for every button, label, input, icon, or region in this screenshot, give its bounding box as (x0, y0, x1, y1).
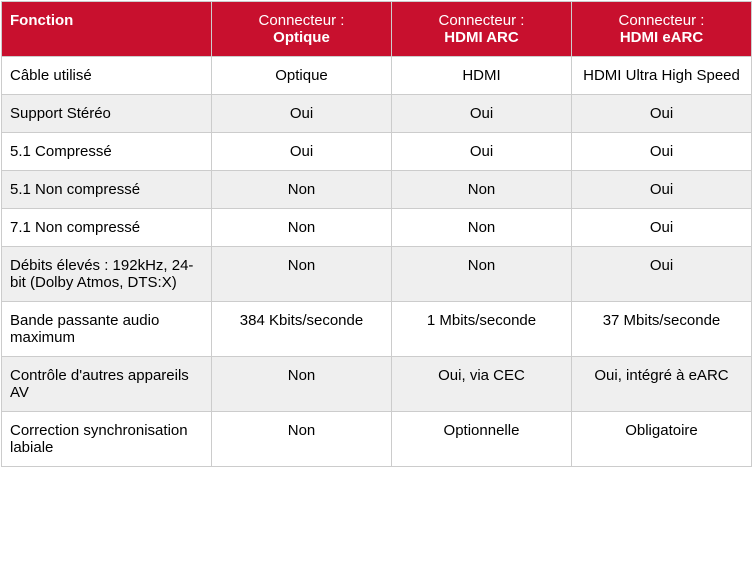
cell-value: Obligatoire (572, 412, 752, 467)
header-prefix: Connecteur : (400, 12, 563, 29)
cell-value: Optionnelle (392, 412, 572, 467)
cell-value: Oui (572, 247, 752, 302)
cell-value: Oui, intégré à eARC (572, 357, 752, 412)
cell-value: HDMI (392, 57, 572, 95)
cell-fonction: Débits élevés : 192kHz, 24-bit (Dolby At… (2, 247, 212, 302)
cell-value: Non (212, 209, 392, 247)
cell-value: Oui, via CEC (392, 357, 572, 412)
cell-fonction: Contrôle d'autres appareils AV (2, 357, 212, 412)
cell-fonction: 5.1 Non compressé (2, 171, 212, 209)
header-prefix: Connecteur : (580, 12, 743, 29)
cell-value: Oui (392, 133, 572, 171)
cell-value: Non (392, 209, 572, 247)
cell-fonction: Support Stéréo (2, 95, 212, 133)
header-hdmi-arc: Connecteur : HDMI ARC (392, 2, 572, 57)
cell-value: 1 Mbits/seconde (392, 302, 572, 357)
table-row: 5.1 CompresséOuiOuiOui (2, 133, 752, 171)
cell-value: 37 Mbits/seconde (572, 302, 752, 357)
cell-value: Oui (572, 209, 752, 247)
header-optique: Connecteur : Optique (212, 2, 392, 57)
cell-value: Oui (212, 95, 392, 133)
table-row: 7.1 Non compresséNonNonOui (2, 209, 752, 247)
header-prefix: Connecteur : (220, 12, 383, 29)
table-body: Câble utiliséOptiqueHDMIHDMI Ultra High … (2, 57, 752, 467)
cell-value: Non (212, 412, 392, 467)
table-row: Contrôle d'autres appareils AVNonOui, vi… (2, 357, 752, 412)
cell-fonction: 5.1 Compressé (2, 133, 212, 171)
header-optique-label: Optique (220, 29, 383, 46)
cell-value: Non (392, 171, 572, 209)
cell-value: Oui (572, 133, 752, 171)
cell-value: HDMI Ultra High Speed (572, 57, 752, 95)
cell-fonction: Bande passante audio maximum (2, 302, 212, 357)
cell-value: Oui (572, 95, 752, 133)
cell-value: Non (212, 171, 392, 209)
header-hdmi-earc-label: HDMI eARC (580, 29, 743, 46)
table-row: Bande passante audio maximum384 Kbits/se… (2, 302, 752, 357)
table-row: Câble utiliséOptiqueHDMIHDMI Ultra High … (2, 57, 752, 95)
cell-value: Non (212, 247, 392, 302)
table-header-row: Fonction Connecteur : Optique Connecteur… (2, 2, 752, 57)
cell-fonction: Câble utilisé (2, 57, 212, 95)
header-hdmi-arc-label: HDMI ARC (400, 29, 563, 46)
header-fonction: Fonction (2, 2, 212, 57)
cell-value: Non (392, 247, 572, 302)
cell-value: Optique (212, 57, 392, 95)
table-row: Débits élevés : 192kHz, 24-bit (Dolby At… (2, 247, 752, 302)
cell-value: Oui (392, 95, 572, 133)
cell-value: Oui (572, 171, 752, 209)
table-row: Correction synchronisation labialeNonOpt… (2, 412, 752, 467)
cell-fonction: 7.1 Non compressé (2, 209, 212, 247)
cell-value: Non (212, 357, 392, 412)
table-row: Support StéréoOuiOuiOui (2, 95, 752, 133)
header-hdmi-earc: Connecteur : HDMI eARC (572, 2, 752, 57)
cell-fonction: Correction synchronisation labiale (2, 412, 212, 467)
cell-value: 384 Kbits/seconde (212, 302, 392, 357)
cell-value: Oui (212, 133, 392, 171)
table-row: 5.1 Non compresséNonNonOui (2, 171, 752, 209)
comparison-table: Fonction Connecteur : Optique Connecteur… (1, 1, 752, 467)
